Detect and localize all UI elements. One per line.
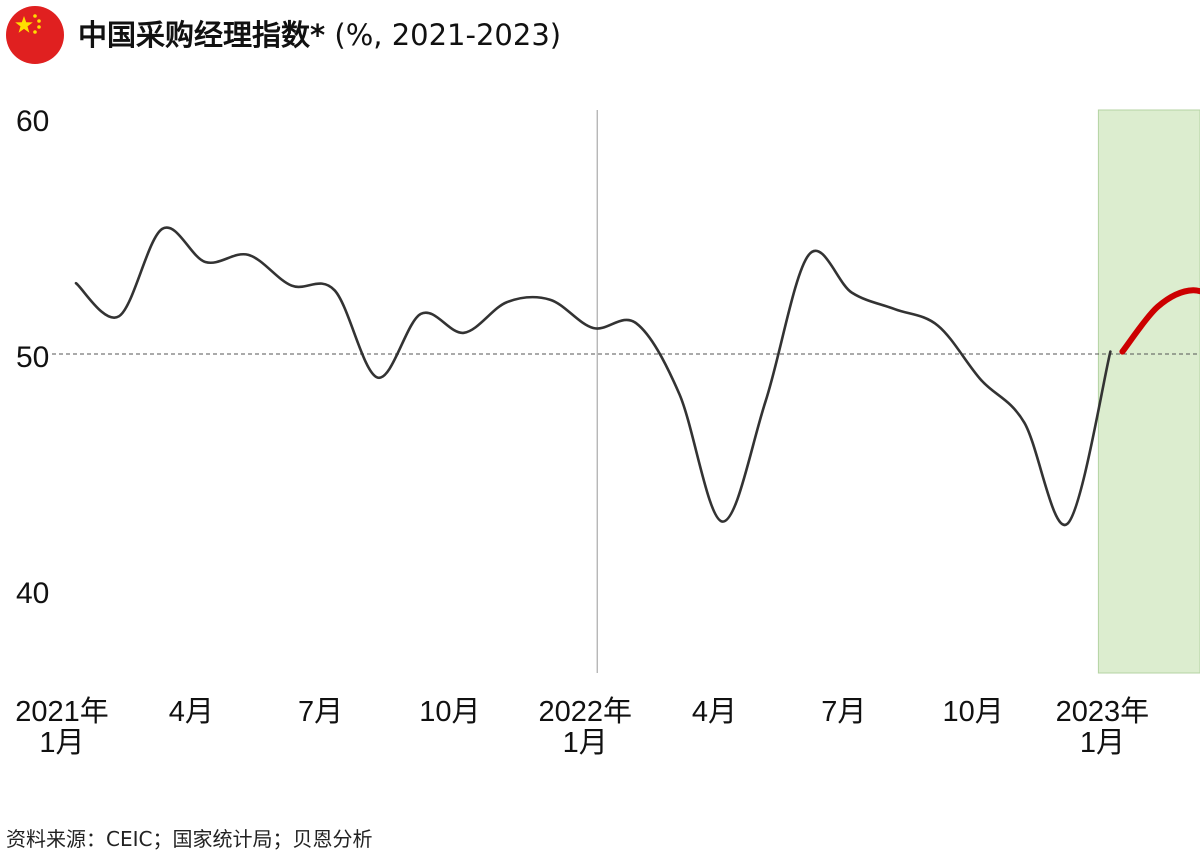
series-line-pmi-2023 (1119, 287, 1200, 355)
china-flag-icon (6, 6, 64, 64)
series-line-pmi (74, 226, 1112, 527)
highlight-band (1097, 109, 1200, 674)
y-tick-label: 40 (16, 577, 49, 610)
y-tick-label: 50 (16, 341, 49, 374)
chart-title-main: 中国采购经理指数* (78, 18, 326, 52)
x-tick-label: 10月 (942, 696, 1003, 728)
x-tick-label: 2021年 (15, 695, 109, 728)
x-tick-label-sub: 1月 (563, 727, 608, 759)
chart-title: 中国采购经理指数* (%, 2021-2023) (78, 6, 561, 64)
source-note: 资料来源：CEIC；国家统计局；贝恩分析 (6, 827, 373, 851)
x-tick-label: 7月 (298, 696, 343, 728)
x-tick-label: 7月 (821, 696, 866, 728)
x-tick-label-sub: 1月 (1080, 727, 1125, 759)
x-tick-label: 2022年 (538, 695, 632, 728)
x-tick-label-sub: 1月 (39, 727, 84, 759)
y-tick-label: 60 (16, 105, 49, 138)
x-tick-label: 4月 (692, 696, 737, 728)
x-tick-label: 4月 (169, 696, 214, 728)
x-tick-label: 2023年 (1056, 695, 1150, 728)
x-tick-label: 10月 (419, 696, 480, 728)
chart-header: 中国采购经理指数* (%, 2021-2023) (6, 6, 561, 64)
chart-title-unit: (%, 2021-2023) (325, 18, 562, 52)
